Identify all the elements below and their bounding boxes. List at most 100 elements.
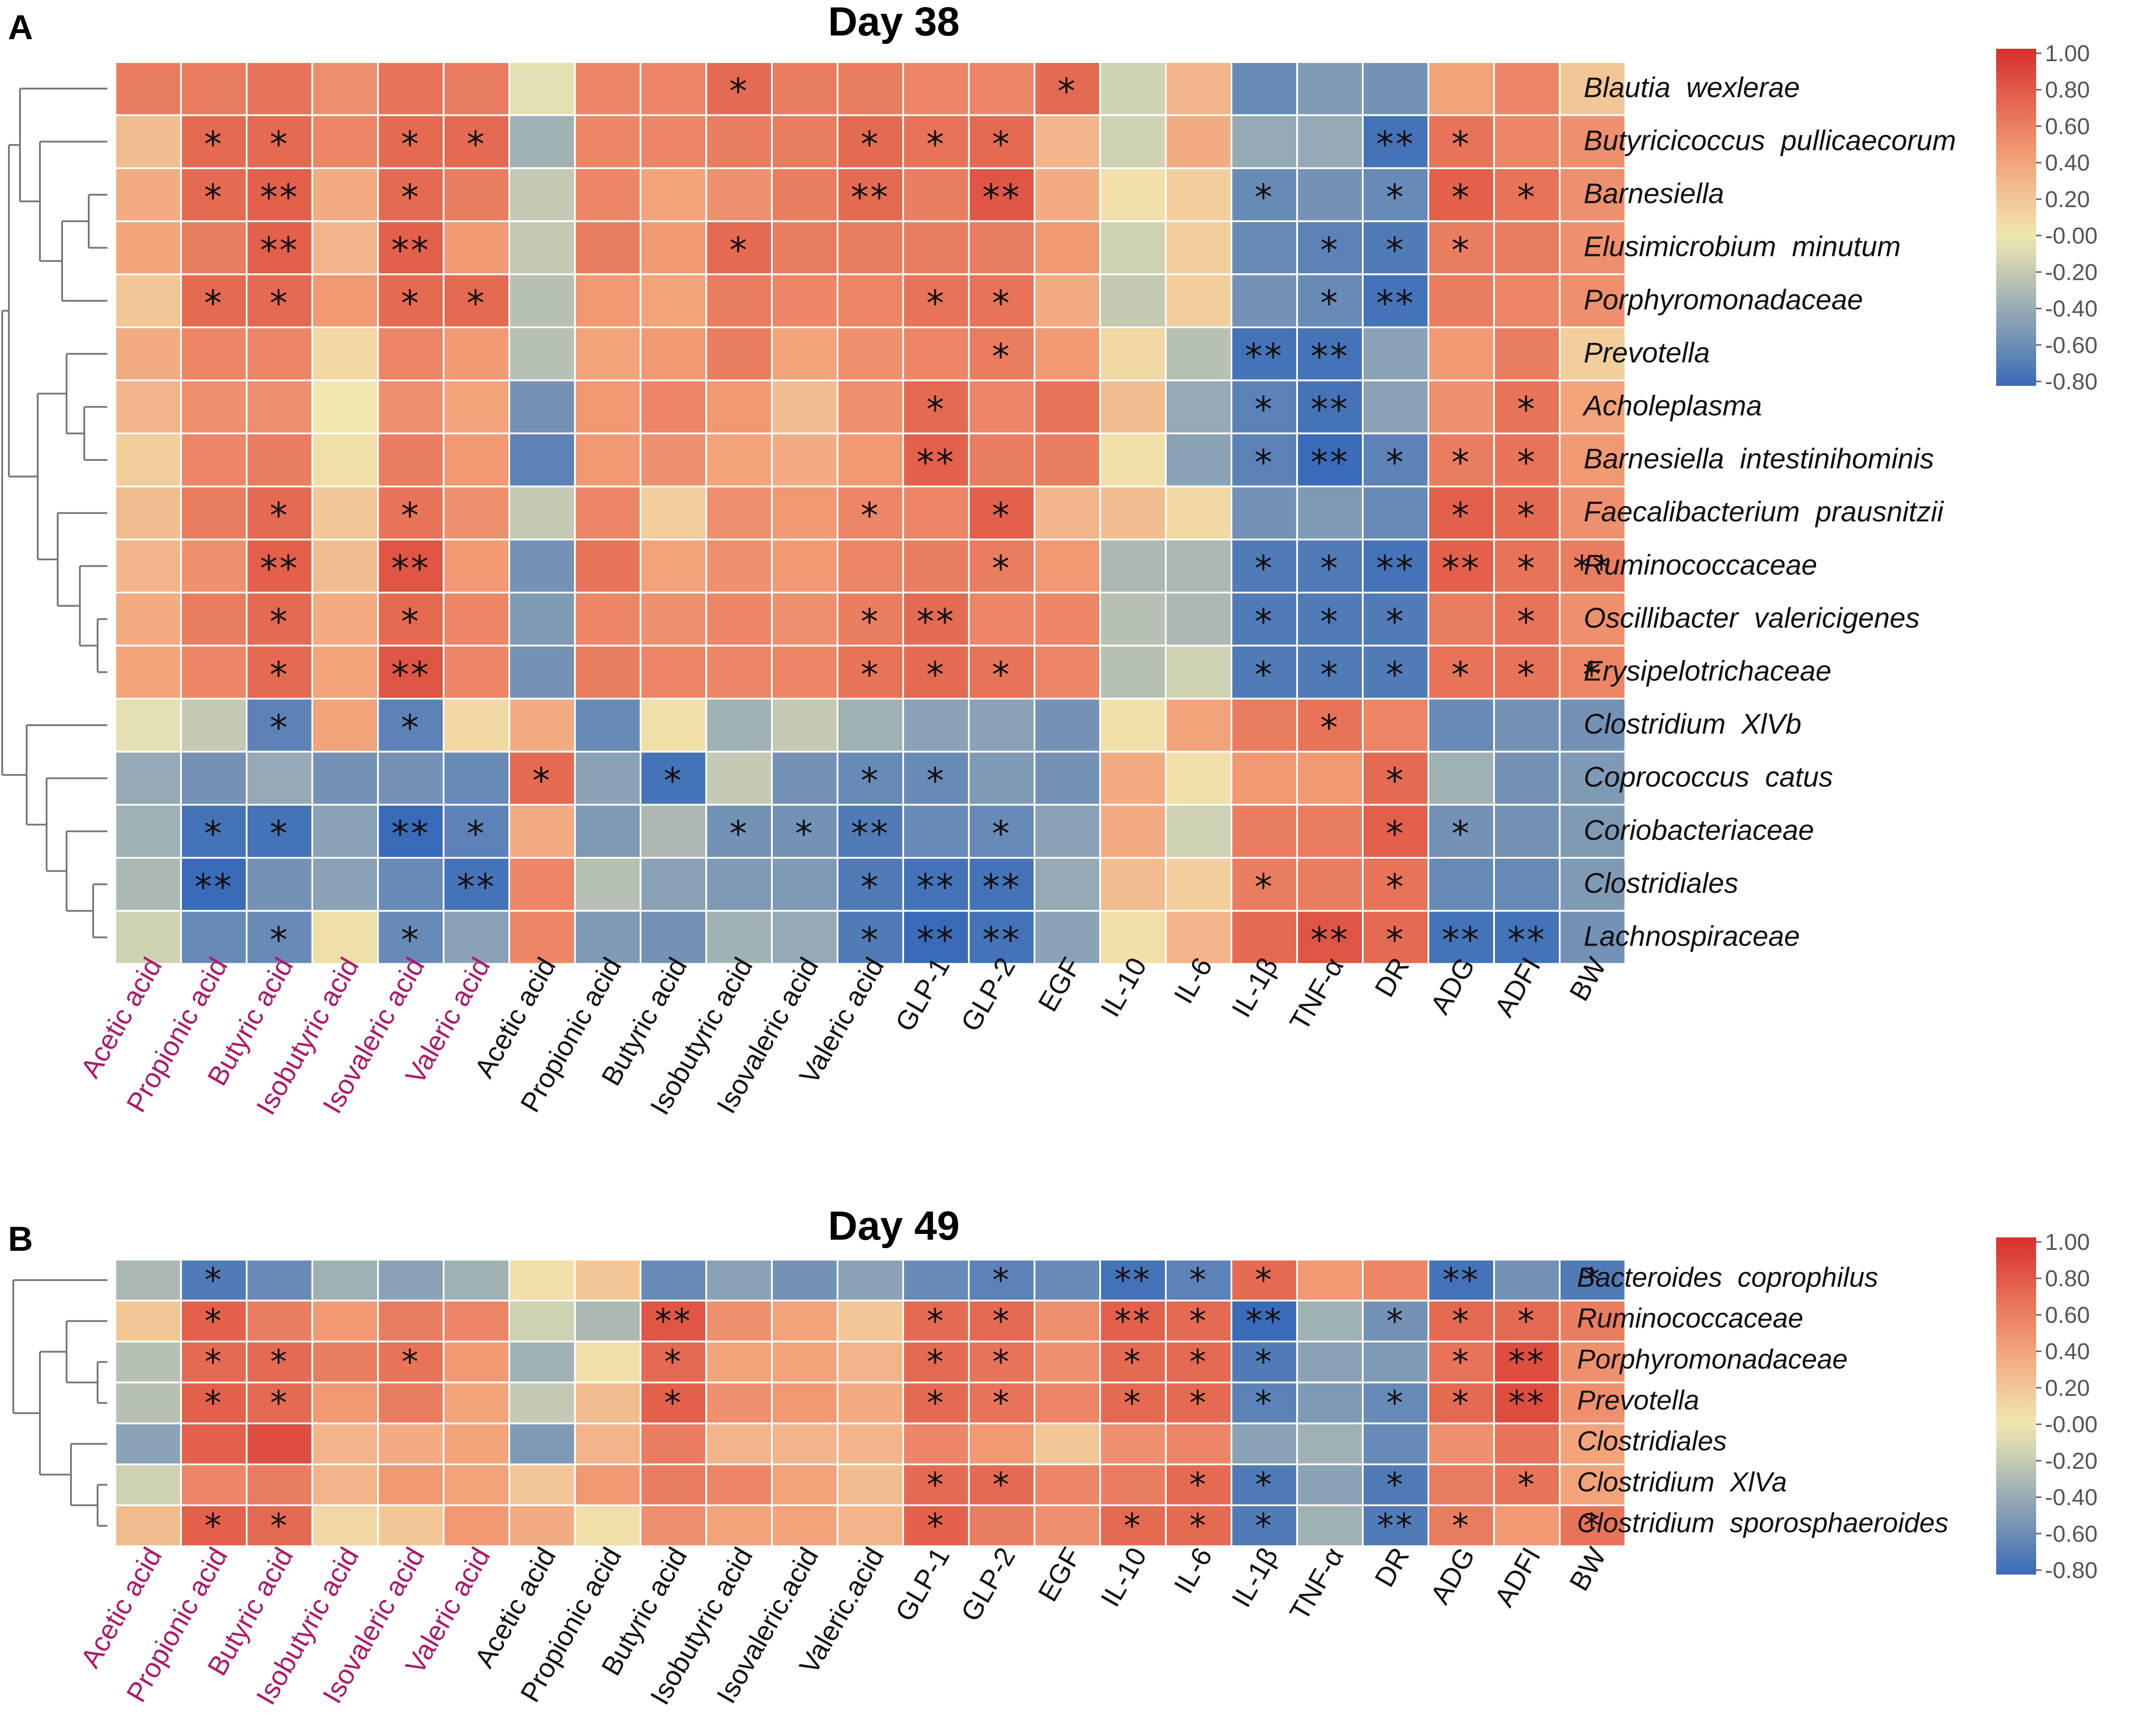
significance-mark: * [992, 1383, 1011, 1422]
heatmap-cell [1231, 1504, 1298, 1547]
significance-mark: * [1517, 601, 1537, 642]
heatmap-cell [180, 538, 248, 594]
heatmap-cell [968, 1504, 1035, 1547]
heatmap-cell [1296, 485, 1364, 541]
colorbar-gradient [1996, 49, 2036, 386]
heatmap-cell [180, 220, 248, 275]
significance-mark: ** [457, 866, 496, 907]
heatmap-cell [377, 1381, 444, 1425]
significance-mark: * [467, 283, 486, 324]
heatmap-cell [902, 1300, 970, 1343]
heatmap-cell [1034, 1504, 1101, 1547]
heatmap-cell [1099, 167, 1167, 222]
heatmap-cell [114, 1504, 182, 1547]
significance-mark: ** [916, 601, 956, 642]
heatmap-cell [574, 485, 641, 541]
heatmap-cell [508, 1259, 576, 1302]
row-label: Barnesiella [1584, 177, 1724, 209]
heatmap-cell [443, 1340, 510, 1383]
heatmap-cell [1362, 1381, 1429, 1425]
heatmap-cell [1099, 1300, 1167, 1343]
significance-mark: * [204, 1506, 223, 1545]
heatmap-cell [1231, 910, 1298, 965]
significance-mark: ** [391, 813, 430, 855]
heatmap-cell [311, 326, 379, 381]
significance-mark: * [861, 866, 880, 907]
significance-mark: * [204, 124, 224, 165]
heatmap-cell [902, 804, 970, 859]
heatmap-cell [1427, 538, 1495, 594]
colorbar-tick-label: 0.20 [2045, 187, 2090, 212]
heatmap-cell [837, 538, 904, 594]
heatmap-cell [508, 644, 576, 700]
heatmap-cell [443, 167, 510, 222]
heatmap-cell [508, 750, 576, 806]
significance-mark: * [861, 654, 880, 695]
significance-mark: ** [1310, 919, 1349, 961]
heatmap-cell [1296, 1422, 1364, 1465]
heatmap-cell [377, 114, 444, 169]
heatmap-cell [1493, 273, 1561, 329]
significance-mark: * [270, 283, 289, 324]
heatmap-cell [1099, 1422, 1167, 1465]
significance-mark: * [204, 283, 224, 324]
heatmap-cell [640, 167, 707, 222]
heatmap-cell [508, 61, 576, 116]
significance-mark: * [729, 71, 749, 112]
heatmap-cell [1231, 61, 1298, 116]
significance-mark: * [1320, 283, 1340, 324]
colorbar-tick-label: 0.80 [2045, 1266, 2090, 1292]
significance-mark: ** [391, 230, 430, 271]
heatmap-cell [574, 61, 641, 116]
significance-mark: * [204, 813, 224, 855]
heatmap-cell [1231, 857, 1298, 912]
heatmap-cell [1493, 1422, 1561, 1465]
heatmap-cell [1034, 1463, 1101, 1506]
heatmap-cell [1034, 273, 1101, 329]
heatmap-cell [246, 1463, 313, 1506]
heatmap-cell [377, 1422, 444, 1465]
heatmap-cell [1296, 804, 1364, 859]
heatmap-cell [114, 644, 182, 700]
heatmap-cell [1231, 273, 1298, 329]
heatmap-cell [1362, 326, 1429, 381]
heatmap-cell [771, 750, 838, 806]
heatmap-cell [508, 698, 576, 753]
significance-mark: * [204, 1342, 223, 1382]
heatmap-cell [771, 1463, 838, 1506]
heatmap-cell [1493, 592, 1561, 647]
significance-mark: ** [1310, 336, 1349, 377]
heatmap-cell [1034, 167, 1101, 222]
heatmap-cell [771, 644, 838, 700]
heatmap-cell [771, 326, 838, 381]
significance-mark: * [992, 813, 1011, 855]
significance-mark: ** [1376, 548, 1415, 589]
significance-mark: * [401, 601, 421, 642]
heatmap-cell [1493, 432, 1561, 487]
heatmap-cell [1099, 910, 1167, 965]
heatmap-cell [114, 1300, 182, 1343]
heatmap-cell [1034, 432, 1101, 487]
heatmap-cell [114, 804, 182, 859]
heatmap-cell [311, 61, 379, 116]
significance-mark: ** [982, 177, 1021, 218]
column-label: ADG [1425, 1543, 1481, 1610]
heatmap-cell [705, 1340, 773, 1383]
heatmap-cell [246, 432, 313, 487]
heatmap-cell [640, 379, 707, 435]
heatmap-cell [311, 804, 379, 859]
heatmap-cell [1493, 1381, 1561, 1425]
heatmap-cell [1099, 273, 1167, 329]
heatmap-cell [508, 167, 576, 222]
significance-mark: * [1517, 389, 1537, 430]
heatmap-cell [837, 114, 904, 169]
column-label: IL-1β [1226, 1543, 1284, 1613]
colorbar-tick-label: 0.20 [2045, 1375, 2090, 1401]
heatmap-cell [1493, 804, 1561, 859]
significance-mark: ** [391, 548, 430, 589]
significance-mark: * [992, 654, 1011, 695]
heatmap-cell [574, 432, 641, 487]
heatmap-cell [1165, 698, 1232, 753]
heatmap-cell [508, 114, 576, 169]
heatmap-cell [1559, 698, 1626, 753]
